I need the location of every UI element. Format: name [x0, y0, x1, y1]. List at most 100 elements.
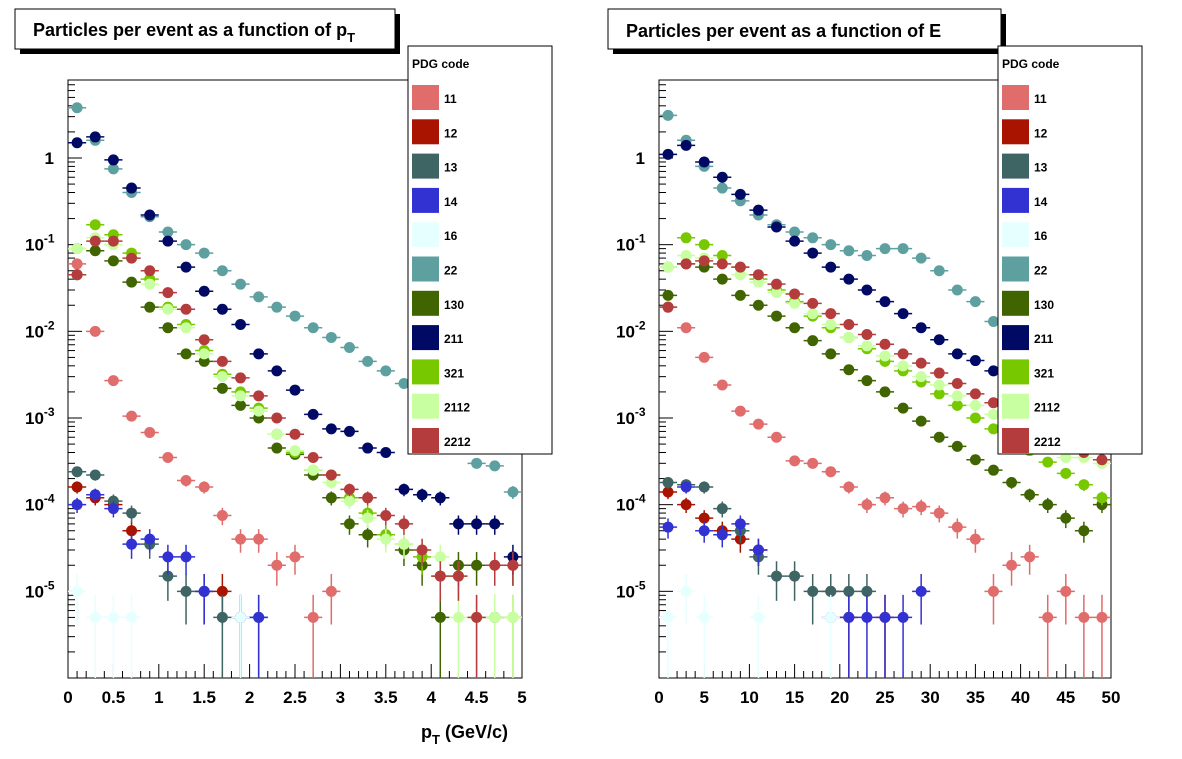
data-point [126, 252, 138, 264]
data-point [71, 585, 83, 597]
legend-label-211: 211 [1034, 332, 1054, 346]
data-point [987, 423, 999, 435]
data-point [897, 503, 909, 515]
legend-swatch-2112 [412, 393, 439, 419]
data-point [289, 445, 301, 457]
data-point [216, 382, 228, 394]
data-point [198, 334, 210, 346]
data-point [1042, 499, 1054, 511]
data-point [987, 464, 999, 476]
legend-label-2112: 2112 [1034, 401, 1060, 415]
data-point [1078, 479, 1090, 491]
data-point [662, 301, 674, 313]
data-point [1096, 611, 1108, 623]
data-point [879, 350, 891, 362]
data-point [362, 512, 374, 524]
data-point [716, 379, 728, 391]
data-point [807, 585, 819, 597]
data-point [716, 182, 728, 194]
data-point [752, 611, 764, 623]
data-point [1078, 525, 1090, 537]
series-2212 [68, 235, 522, 678]
data-point [716, 503, 728, 515]
data-point [879, 492, 891, 504]
data-point [343, 495, 355, 507]
data-point [789, 297, 801, 309]
data-point [271, 559, 283, 571]
x-tick-label: 40 [1011, 688, 1030, 707]
data-point [489, 611, 501, 623]
data-point [307, 322, 319, 334]
data-point [897, 243, 909, 255]
left-title-box [14, 8, 396, 50]
legend-box [407, 45, 553, 455]
data-point [843, 611, 855, 623]
data-point [915, 322, 927, 334]
data-point [162, 287, 174, 299]
legend-label-211: 211 [444, 332, 464, 346]
data-point [752, 269, 764, 281]
data-point [235, 318, 247, 330]
data-point [1024, 551, 1036, 563]
legend-label-321: 321 [1034, 366, 1054, 380]
data-point [71, 137, 83, 149]
data-point [126, 410, 138, 422]
data-point [843, 245, 855, 257]
data-point [107, 503, 119, 515]
data-point [271, 412, 283, 424]
data-point [969, 399, 981, 411]
data-point [289, 551, 301, 563]
data-point [915, 585, 927, 597]
data-point [289, 384, 301, 396]
x-tick-label: 25 [876, 688, 895, 707]
legend-label-2212: 2212 [1034, 435, 1061, 449]
data-point [969, 454, 981, 466]
data-point [843, 273, 855, 285]
data-point [771, 221, 783, 233]
data-point [507, 559, 519, 571]
data-point [951, 521, 963, 533]
data-point [325, 331, 337, 343]
data-point [325, 477, 337, 489]
data-point [771, 431, 783, 443]
data-point [843, 364, 855, 376]
data-point [1024, 489, 1036, 501]
data-point [253, 405, 265, 417]
data-point [861, 328, 873, 340]
data-point [752, 544, 764, 556]
legend-swatch-11 [412, 85, 439, 110]
legend-swatch-22 [1002, 256, 1029, 282]
x-tick-label: 45 [1056, 688, 1075, 707]
data-point [362, 492, 374, 504]
data-point [107, 611, 119, 623]
legend-swatch-130 [412, 290, 439, 316]
x-tick-label: 4.5 [465, 688, 489, 707]
data-point [716, 273, 728, 285]
data-point [180, 475, 192, 487]
data-point [398, 518, 410, 530]
data-point [1060, 512, 1072, 524]
data-point [933, 334, 945, 346]
x-tick-label: 20 [830, 688, 849, 707]
data-point [789, 570, 801, 582]
data-point [698, 481, 710, 493]
x-tick-label: 5 [517, 688, 526, 707]
data-point [969, 355, 981, 367]
legend-label-12: 12 [1034, 126, 1048, 140]
data-point [825, 318, 837, 330]
x-tick-label: 2 [245, 688, 254, 707]
data-point [507, 611, 519, 623]
y-tick-label: 10-3 [616, 405, 646, 428]
data-point [489, 559, 501, 571]
data-point [362, 529, 374, 541]
data-point [951, 399, 963, 411]
data-point [879, 296, 891, 308]
data-point [271, 301, 283, 313]
data-point [162, 235, 174, 247]
legend-label-130: 130 [1034, 298, 1054, 312]
data-point [1078, 611, 1090, 623]
x-tick-label: 0.5 [102, 688, 126, 707]
data-point [680, 232, 692, 244]
data-point [325, 492, 337, 504]
data-point [662, 148, 674, 160]
